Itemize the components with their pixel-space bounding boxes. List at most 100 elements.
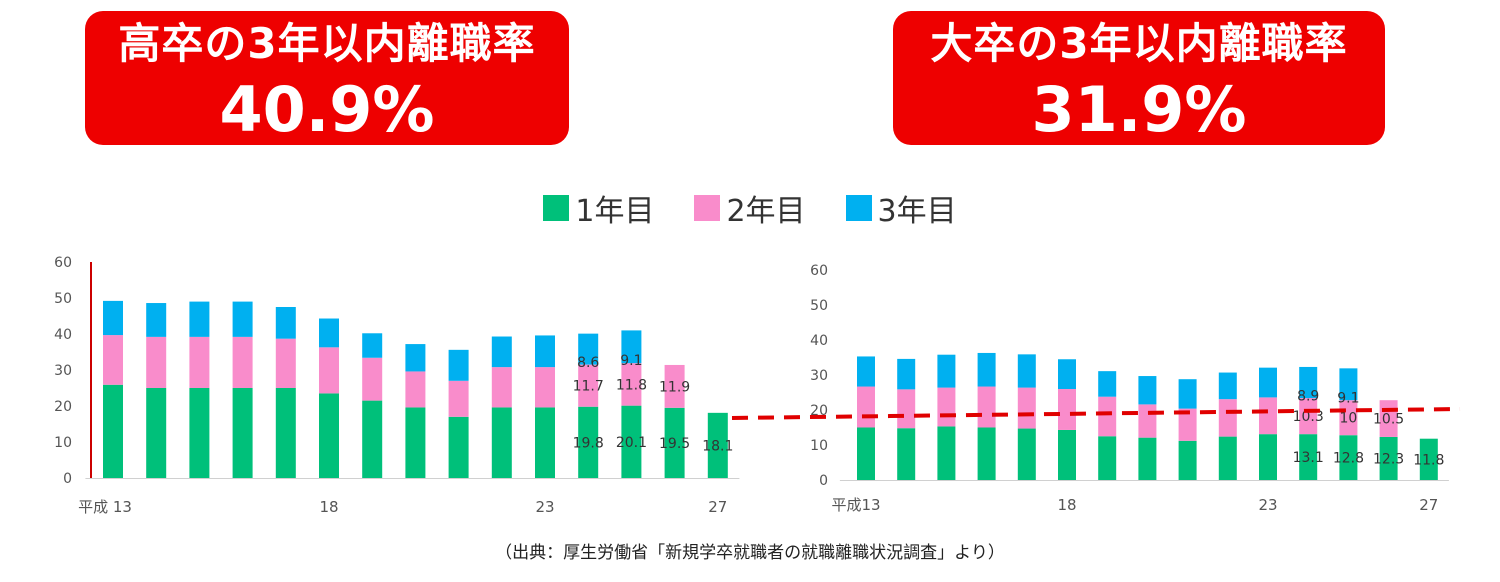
bar-segment-year2 (1299, 398, 1318, 435)
bar-segment-year1 (857, 427, 875, 480)
legend-label: 2年目 (726, 194, 806, 229)
bar-segment-year1 (621, 405, 642, 478)
headline-title: 高卒の3年以内離職率 (118, 19, 536, 68)
data-label-high-school: 8.6 (577, 355, 599, 371)
bar-segment-year3 (1299, 366, 1318, 399)
bar-segment-year2 (448, 380, 469, 417)
bar-segment-year3 (1178, 379, 1197, 409)
x-tick-label-high-school: 18 (319, 498, 338, 516)
bar-segment-year2 (362, 357, 383, 401)
legend-label: 3年目 (877, 194, 957, 229)
bar-segment-year1 (1259, 434, 1277, 480)
bar-segment-year2 (1017, 387, 1036, 429)
legend-swatch (694, 195, 721, 221)
y-tick-label-high-school: 40 (54, 327, 72, 343)
bar-segment-year1 (1419, 438, 1438, 480)
bar-segment-year2 (491, 367, 512, 408)
data-label-high-school: 11.7 (573, 379, 604, 395)
legend-item-year2: 2年目 (694, 186, 806, 230)
bar-segment-year1 (1299, 434, 1318, 480)
bar-segment-year1 (275, 388, 296, 478)
x-tick-label-university: 平成13 (831, 496, 880, 514)
data-label-university: 8.9 (1297, 388, 1319, 404)
data-label-university: 10.3 (1293, 409, 1324, 425)
bar-segment-year3 (977, 352, 996, 387)
bar-segment-year1 (1058, 429, 1076, 480)
bar-segment-year1 (897, 428, 916, 480)
bar-segment-year3 (189, 301, 210, 337)
bar-segment-year1 (448, 416, 469, 478)
data-label-high-school: 20.1 (616, 435, 647, 451)
bar-segment-year1 (491, 407, 512, 478)
bar-segment-year2 (103, 335, 123, 385)
bar-segment-year1 (405, 407, 426, 478)
bar-segment-year2 (897, 389, 916, 429)
bar-segment-year3 (146, 303, 167, 337)
data-label-high-school: 11.9 (659, 379, 690, 395)
bar-segment-year3 (103, 300, 123, 336)
bar-segment-year2 (405, 371, 426, 408)
data-label-high-school: 19.5 (659, 436, 690, 452)
bar-segment-year3 (362, 333, 383, 358)
y-tick-label-university: 40 (810, 333, 828, 349)
y-tick-label-high-school: 0 (63, 471, 72, 487)
headline-value: 31.9% (1031, 73, 1247, 146)
bar-segment-year1 (707, 412, 728, 478)
y-tick-label-high-school: 30 (54, 363, 72, 379)
bar-segment-year2 (664, 364, 685, 408)
data-label-university: 10.5 (1373, 412, 1404, 428)
data-label-high-school: 19.8 (573, 435, 604, 451)
bar-segment-year3 (1138, 376, 1157, 405)
bar-segment-year2 (1098, 396, 1117, 437)
bar-segment-year2 (1058, 389, 1076, 430)
x-tick-label-high-school: 平成 13 (78, 498, 132, 516)
bar-segment-year2 (189, 336, 210, 388)
x-tick-label-high-school: 27 (708, 498, 727, 516)
x-tick-label-university: 23 (1258, 496, 1277, 514)
data-label-university: 9.1 (1337, 390, 1359, 406)
bar-segment-year3 (937, 354, 956, 388)
bar-segment-year2 (977, 386, 996, 428)
headline-title: 大卒の3年以内離職率 (930, 19, 1348, 68)
bar-segment-year3 (275, 307, 296, 339)
data-label-high-school: 18.1 (702, 438, 733, 454)
bar-segment-year3 (232, 301, 253, 337)
bar-segment-year1 (1138, 437, 1157, 480)
bar-segment-year3 (857, 356, 875, 387)
bar-segment-year1 (1098, 436, 1117, 480)
bar-segment-year3 (1017, 354, 1036, 388)
source-citation: （出典：厚生労働省「新規学卒就職者の就職離職状況調査」より） (495, 543, 1005, 563)
bar-segment-year3 (897, 358, 916, 390)
bar-segment-year1 (1017, 428, 1036, 480)
bar-segment-year1 (1218, 436, 1237, 480)
y-tick-label-high-school: 10 (54, 435, 72, 451)
headline-value: 40.9% (219, 73, 435, 146)
bar-segment-year2 (621, 363, 642, 406)
bar-segment-year3 (1259, 367, 1277, 398)
bar-segment-year2 (937, 387, 956, 427)
bar-segment-year2 (578, 364, 599, 407)
bar-segment-year3 (578, 333, 599, 365)
y-tick-label-high-school: 60 (54, 255, 72, 271)
bar-segment-year3 (319, 318, 339, 348)
bar-segment-year1 (1379, 436, 1398, 480)
bar-segment-year2 (232, 336, 253, 388)
y-tick-label-high-school: 20 (54, 399, 72, 415)
y-tick-label-high-school: 50 (54, 291, 72, 307)
headline-high-school: 高卒の3年以内離職率 40.9% (85, 11, 569, 145)
bar-segment-year3 (491, 336, 512, 368)
bar-segment-year1 (189, 388, 210, 478)
y-tick-label-university: 50 (810, 298, 828, 314)
reference-dashed-line (731, 407, 1461, 420)
bar-segment-year1 (319, 393, 339, 478)
bar-segment-year2 (857, 386, 875, 428)
data-label-university: 13.1 (1293, 450, 1324, 466)
legend-item-year3: 3年目 (845, 186, 957, 230)
bar-segment-year1 (362, 400, 383, 478)
bar-segment-year1 (664, 407, 685, 478)
legend-label: 1年目 (575, 194, 655, 229)
x-tick-label-university: 27 (1419, 496, 1438, 514)
y-tick-label-university: 0 (819, 473, 828, 489)
bar-segment-year3 (405, 344, 426, 372)
